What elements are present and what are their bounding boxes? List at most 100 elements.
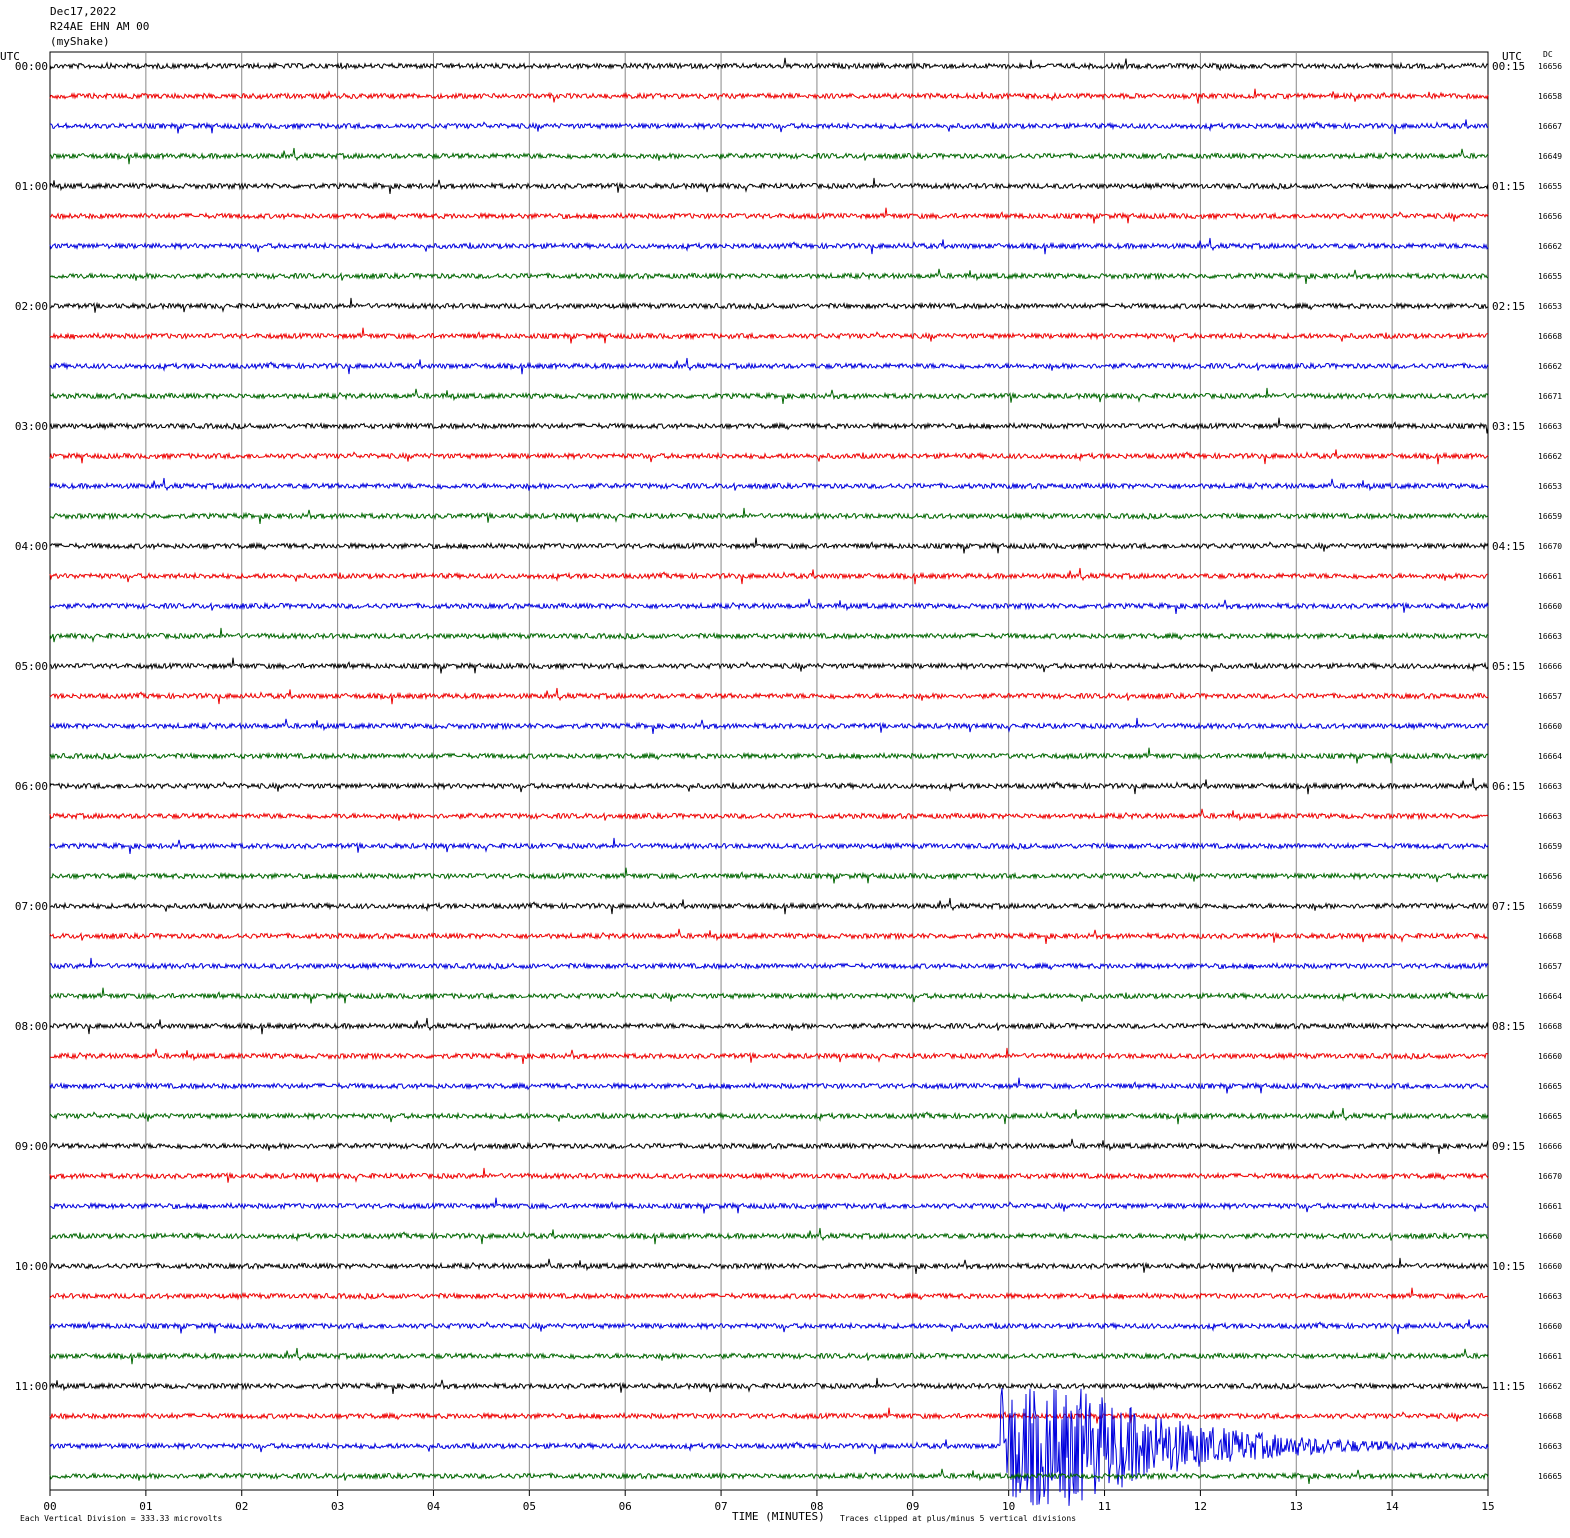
seismic-trace [49, 867, 1489, 884]
dc-value: 16659 [1538, 512, 1562, 521]
seismic-trace [49, 627, 1489, 643]
dc-value: 16662 [1538, 452, 1562, 461]
seismic-trace [49, 1107, 1489, 1125]
right-hour-label: 01:15 [1492, 180, 1525, 193]
dc-value: 16665 [1538, 1112, 1562, 1121]
dc-value: 16666 [1538, 1142, 1562, 1151]
left-hour-label: 07:00 [15, 900, 48, 913]
seismic-trace [49, 449, 1489, 465]
dc-value: 16661 [1538, 572, 1562, 581]
right-hour-label: 03:15 [1492, 420, 1525, 433]
seismic-trace [49, 747, 1489, 764]
seismic-trace [49, 1167, 1489, 1183]
seismic-trace [49, 297, 1489, 313]
seismic-trace [49, 957, 1489, 971]
seismic-trace [50, 119, 1489, 135]
left-hour-label: 04:00 [15, 540, 48, 553]
seismic-trace [49, 237, 1489, 255]
station: R24AE EHN AM 00 [50, 20, 149, 33]
seismic-trace [49, 387, 1489, 405]
right-unit: UTC [1502, 50, 1522, 63]
seismic-trace [49, 897, 1489, 915]
seismic-trace [49, 327, 1489, 344]
seismic-trace [49, 507, 1489, 525]
dc-value: 16666 [1538, 662, 1562, 671]
seismic-trace [49, 1047, 1489, 1065]
dc-value: 16661 [1538, 1202, 1562, 1211]
x-tick-label: 02 [235, 1500, 248, 1513]
dc-value: 16653 [1538, 302, 1562, 311]
seismic-trace [49, 837, 1489, 855]
seismic-trace [49, 1138, 1489, 1155]
network: (myShake) [50, 35, 110, 48]
dc-value: 16657 [1538, 962, 1562, 971]
dc-value: 16665 [1538, 1082, 1562, 1091]
seismic-trace [49, 268, 1489, 285]
left-hour-label: 05:00 [15, 660, 48, 673]
date: Dec17,2022 [50, 5, 116, 18]
seismic-trace [49, 777, 1488, 795]
dc-value: 16665 [1538, 1472, 1562, 1481]
seismic-trace [49, 147, 1489, 165]
dc-value: 16660 [1538, 722, 1562, 731]
x-axis-label: TIME (MINUTES) [732, 1510, 825, 1523]
x-tick-label: 07 [714, 1500, 727, 1513]
dc-value: 16662 [1538, 242, 1562, 251]
seismic-trace [49, 928, 1489, 945]
x-tick-label: 05 [523, 1500, 536, 1513]
dc-value: 16670 [1538, 1172, 1562, 1181]
seismic-trace [49, 417, 1489, 434]
dc-value: 16656 [1538, 212, 1562, 221]
dc-value: 16663 [1538, 1442, 1562, 1451]
x-tick-label: 12 [1194, 1500, 1207, 1513]
dc-value: 16663 [1538, 1292, 1562, 1301]
dc-value: 16660 [1538, 1262, 1562, 1271]
dc-value: 16668 [1538, 1022, 1562, 1031]
dc-value: 16664 [1538, 992, 1562, 1001]
x-tick-label: 08 [810, 1500, 823, 1513]
scale-note: Each Vertical Division = 333.33 microvol… [20, 1514, 222, 1523]
dc-value: 16660 [1538, 602, 1562, 611]
dc-value: 16662 [1538, 362, 1562, 371]
seismic-trace [49, 88, 1489, 104]
seismic-trace [49, 717, 1489, 735]
seismic-trace [49, 808, 1489, 822]
dc-value: 16662 [1538, 1382, 1562, 1391]
left-hour-label: 06:00 [15, 780, 48, 793]
x-tick-label: 13 [1290, 1500, 1303, 1513]
dc-value: 16660 [1538, 1052, 1562, 1061]
seismic-trace [49, 1257, 1489, 1275]
seismic-trace [49, 1387, 1489, 1506]
seismic-trace [49, 1197, 1489, 1214]
x-tick-label: 01 [139, 1500, 152, 1513]
right-hour-label: 06:15 [1492, 780, 1525, 793]
dc-value: 16663 [1538, 812, 1562, 821]
dc-value: 16658 [1538, 92, 1562, 101]
left-hour-label: 02:00 [15, 300, 48, 313]
dc-value: 16649 [1538, 152, 1562, 161]
x-tick-label: 06 [619, 1500, 632, 1513]
right-hour-label: 08:15 [1492, 1020, 1525, 1033]
left-hour-label: 10:00 [15, 1260, 48, 1273]
dc-value: 16663 [1538, 422, 1562, 431]
dc-value: 16656 [1538, 62, 1562, 71]
x-tick-label: 00 [43, 1500, 56, 1513]
dc-value: 16661 [1538, 1352, 1562, 1361]
x-tick-label: 15 [1481, 1500, 1494, 1513]
left-hour-label: 08:00 [15, 1020, 48, 1033]
dc-value: 16656 [1538, 872, 1562, 881]
dc-value: 16668 [1538, 332, 1562, 341]
x-tick-label: 10 [1002, 1500, 1015, 1513]
dc-value: 16659 [1538, 902, 1562, 911]
x-tick-label: 09 [906, 1500, 919, 1513]
seismic-trace [49, 1377, 1489, 1395]
left-hour-label: 00:00 [15, 60, 48, 73]
seismic-trace [49, 1407, 1489, 1424]
dc-value: 16659 [1538, 842, 1562, 851]
seismic-trace [49, 1347, 1489, 1365]
seismic-trace [49, 1077, 1489, 1094]
left-hour-label: 03:00 [15, 420, 48, 433]
plot-frame [49, 51, 1489, 1491]
